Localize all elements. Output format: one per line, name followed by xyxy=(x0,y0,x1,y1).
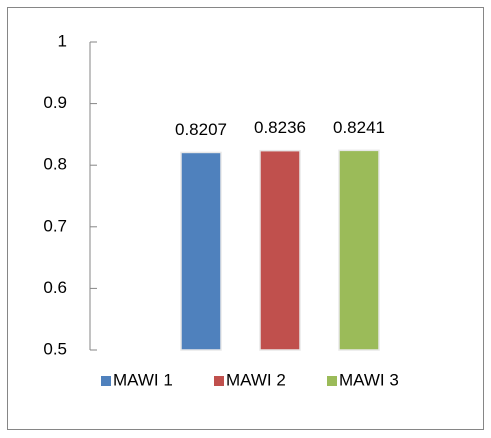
y-tick-label: 0.5 xyxy=(43,339,67,358)
bar xyxy=(259,149,301,351)
y-tick-label: 0.8 xyxy=(43,155,67,174)
bar xyxy=(180,151,222,351)
legend-swatch xyxy=(214,376,224,386)
y-tick-label: 0.9 xyxy=(43,93,67,112)
y-tick-label: 0.6 xyxy=(43,278,67,297)
legend-label: MAWI 2 xyxy=(226,370,286,389)
y-tick-label: 0.7 xyxy=(43,216,67,235)
legend-label: MAWI 1 xyxy=(113,370,173,389)
legend-swatch xyxy=(327,376,337,386)
data-label: 0.8207 xyxy=(175,120,227,139)
legend-label: MAWI 3 xyxy=(339,370,399,389)
data-label: 0.8236 xyxy=(254,118,306,137)
data-label: 0.8241 xyxy=(333,118,385,137)
y-tick-label: 1 xyxy=(58,31,67,50)
legend-swatch xyxy=(101,376,111,386)
chart-border xyxy=(7,7,484,430)
bar xyxy=(338,149,380,351)
